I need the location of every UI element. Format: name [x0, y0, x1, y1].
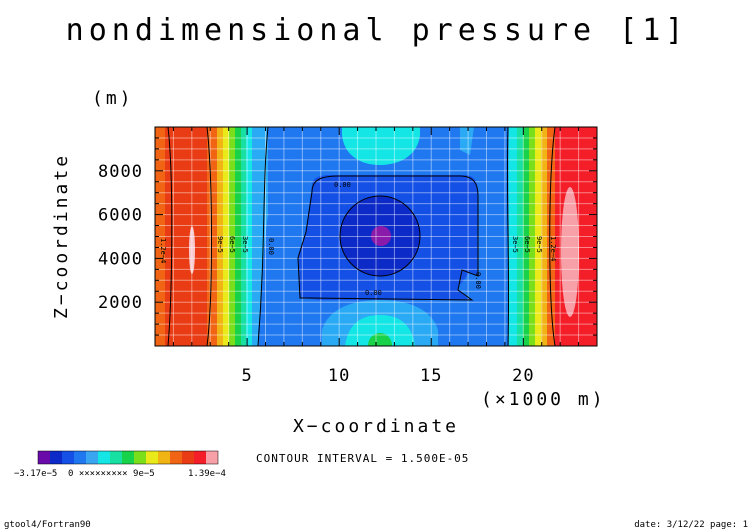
contour-line-left-1: [167, 127, 173, 346]
contour-label-10: 9e−5: [535, 236, 543, 253]
contour-line-zero-right: [506, 127, 510, 346]
colorbar-swatch: [38, 451, 50, 464]
colorbar-min-label: −3.17e−5: [14, 469, 57, 479]
colorbar-swatch: [206, 451, 218, 464]
band-right-4: [529, 127, 535, 346]
contour-label-2: 0.00: [267, 238, 275, 255]
colorbar-swatch: [170, 451, 182, 464]
pink-high-right: [561, 187, 579, 317]
colorbar-swatch: [74, 451, 86, 464]
band-left-9: [246, 127, 252, 346]
contour-line-core: [339, 195, 421, 277]
colorbar-swatch: [98, 451, 110, 464]
band-right-1: [509, 127, 517, 346]
contour-label-6: 6e−5: [228, 236, 236, 253]
colorbar-swatch: [86, 451, 98, 464]
band-left-8: [241, 127, 246, 346]
footer-left: gtool4/Fortran90: [4, 520, 91, 530]
band-left-6: [229, 127, 235, 346]
low-core-center: [371, 226, 391, 246]
contour-label-8: 3e−5: [511, 236, 519, 253]
contour-line-right-1: [549, 127, 556, 346]
colorbar-swatch: [182, 451, 194, 464]
contour-label-0: 0.00: [334, 181, 351, 189]
contour-line-left-2: [206, 127, 212, 346]
colorbar-swatch: [50, 451, 62, 464]
plot-area: [155, 127, 597, 346]
colorbar-swatch: [158, 451, 170, 464]
x-unit-label: (×1000 m): [481, 389, 606, 410]
contour-interval-text: CONTOUR INTERVAL = 1.500E-05: [256, 452, 469, 465]
contour-line-zero-left: [257, 127, 269, 346]
pink-high-left: [189, 226, 195, 274]
y-unit-label: (m): [92, 88, 134, 109]
footer-right: date: 3/12/22 page: 1: [634, 520, 748, 530]
bottom-green-cap: [368, 333, 392, 346]
y-tick-label: 6000: [98, 206, 143, 226]
y-tick-label: 8000: [98, 162, 143, 182]
band-right-5: [535, 127, 541, 346]
contour-label-1: 0.00: [365, 289, 382, 297]
contour-label-9: 6e−5: [523, 236, 531, 253]
colorbar-swatch: [110, 451, 122, 464]
grid-lines: [155, 127, 597, 346]
chart-title: nondimensional pressure [1]: [66, 13, 689, 48]
colorbar-frame: [37, 450, 219, 465]
colorbar: [37, 450, 219, 465]
band-right-7: [547, 127, 555, 346]
band-right-3: [523, 127, 529, 346]
colorbar-swatch: [194, 451, 206, 464]
x-tick-label: 10: [328, 366, 350, 386]
band-left-3: [207, 127, 217, 346]
x-tick-label: 20: [512, 366, 534, 386]
colorbar-swatch: [62, 451, 74, 464]
contour-lines: [167, 127, 556, 346]
top-cyan-lobe: [342, 127, 420, 165]
bottom-cyan-inner: [345, 315, 415, 346]
x-tick-label: 15: [420, 366, 442, 386]
colorbar-max-label: 1.39e−4: [188, 469, 226, 479]
band-right-6: [541, 127, 547, 346]
contour-line-low-ring: [297, 175, 479, 301]
band-right-2: [517, 127, 523, 346]
x-axis-label: X−coordinate: [293, 416, 459, 437]
x-tick-label: 5: [241, 366, 252, 386]
colorbar-swatch: [122, 451, 134, 464]
axis-ticks: 5 10 15 20 2000 4000 6000 8000: [98, 127, 597, 386]
colorbar-swatch: [134, 451, 146, 464]
contour-label-5: 9e−5: [216, 236, 224, 253]
y-axis-label: Z−coordinate: [51, 153, 72, 319]
y-tick-label: 2000: [98, 293, 143, 313]
contour-label-7: 3e−5: [241, 236, 249, 253]
band-left-1: [155, 127, 165, 346]
contour-label-11: 1.2e−4: [549, 236, 557, 261]
contour-label-3: 0.00: [474, 272, 482, 289]
band-left-5: [223, 127, 229, 346]
y-tick-label: 4000: [98, 249, 143, 269]
colorbar-inner-label: 0 ××××××××× 9e−5: [68, 469, 155, 479]
contour-label-4: 1.2e−4: [159, 238, 167, 263]
band-left-4: [217, 127, 223, 346]
colorbar-swatch: [146, 451, 158, 464]
band-left-7: [235, 127, 241, 346]
